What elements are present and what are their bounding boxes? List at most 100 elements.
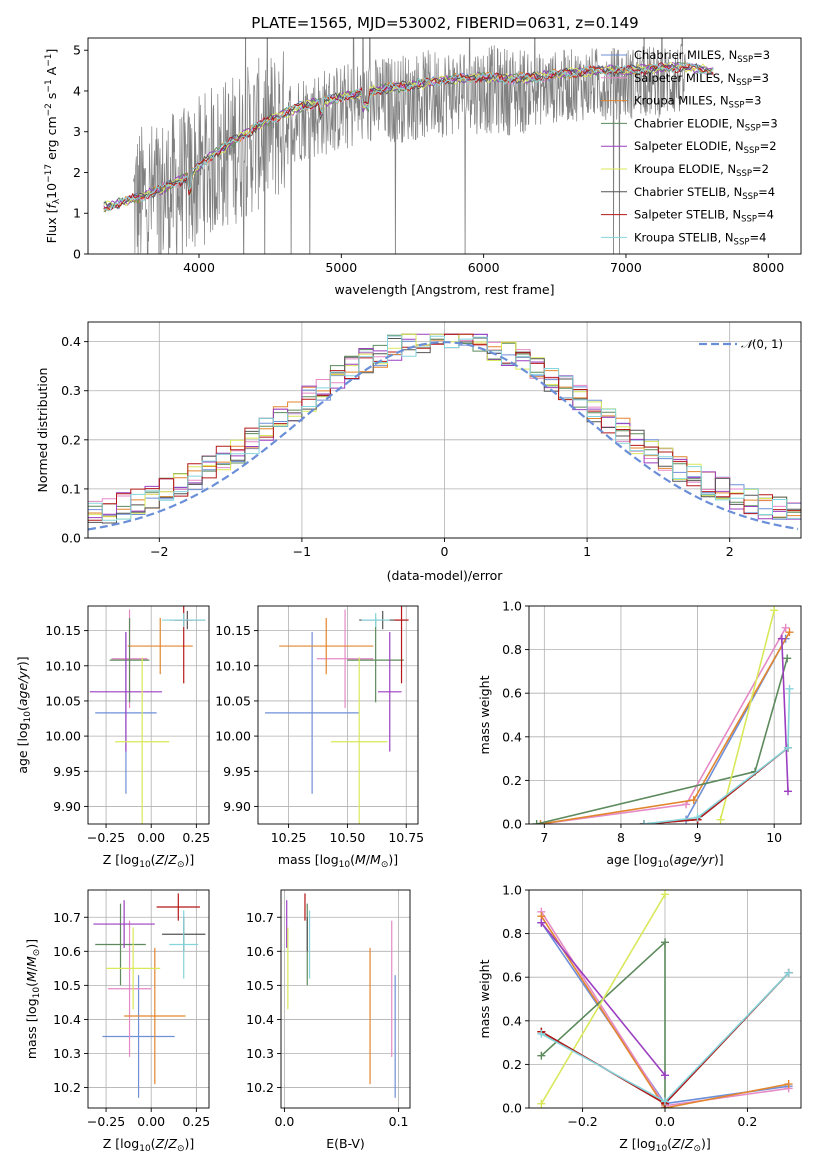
residuals-frame: −2 −1 0 1 2 0.0 0.1 0.2 0.3 0.4 bbox=[61, 321, 802, 559]
x-axis-label: mass [log10(M/M⊙)] bbox=[278, 852, 398, 870]
y-tick-label: 10.3 bbox=[53, 1046, 81, 1061]
x-tick-label: 8000 bbox=[752, 260, 784, 275]
y-tick-label: 0.4 bbox=[502, 1013, 522, 1028]
y-tick-label: 0.1 bbox=[61, 481, 81, 496]
y-tick-label: 0.0 bbox=[61, 531, 81, 546]
y-tick-label: 10.3 bbox=[246, 1046, 274, 1061]
y-tick-label: 1.0 bbox=[502, 883, 522, 898]
mass-weight-marker bbox=[661, 890, 669, 899]
massweight_vs_Z-plot-area bbox=[537, 890, 793, 1108]
age-vs-mass-labels: mass [log10(M/M⊙)] bbox=[278, 852, 398, 870]
massweight_vs_Z-frame: −0.2 0.0 0.2 0.0 0.2 0.4 0.6 0.8 1.0 bbox=[502, 883, 802, 1129]
x-tick-label: 9 bbox=[694, 830, 702, 845]
spectrum-title: PLATE=1565, MJD=53002, FIBERID=0631, z=0… bbox=[251, 14, 638, 32]
mass-weight-marker bbox=[784, 1080, 793, 1089]
legend-entry: Salpeter ELODIE, NSSP=2 bbox=[634, 139, 777, 156]
mass-weight-line bbox=[540, 915, 789, 1108]
y-tick-label: 10.05 bbox=[215, 693, 251, 708]
y-tick-label: 10.7 bbox=[246, 910, 274, 925]
legend-entry: Chabrier MILES, NSSP=3 bbox=[634, 48, 770, 65]
mass-weight-marker bbox=[785, 684, 794, 693]
x-axis-label: (data-model)/error bbox=[387, 568, 504, 583]
y-tick-label: 0.2 bbox=[61, 432, 81, 447]
x-tick-label: 8 bbox=[617, 830, 625, 845]
x-tick-label: 6000 bbox=[468, 260, 500, 275]
y-axis-label: age [log10(age/yr)] bbox=[15, 656, 33, 773]
y-tick-label: 3 bbox=[73, 124, 81, 139]
x-tick-label: 10.75 bbox=[388, 830, 424, 845]
axes-frame bbox=[257, 605, 419, 825]
mass-weight-marker bbox=[693, 813, 702, 822]
mass-weight-marker bbox=[783, 787, 792, 796]
mass-weight-marker bbox=[689, 796, 698, 805]
legend-entry: Salpeter STELIB, NSSP=4 bbox=[634, 208, 774, 225]
y-axis-label: Flux [fλ10−17 erg cm−2 s−1 A−1] bbox=[44, 49, 62, 244]
x-tick-label: 0.2 bbox=[737, 1114, 757, 1129]
y-tick-label: 0.2 bbox=[502, 1057, 522, 1072]
x-tick-label: −2 bbox=[150, 544, 168, 559]
y-tick-label: 10.4 bbox=[53, 1012, 81, 1027]
x-axis-label: Z [log10(Z/Z⊙)] bbox=[103, 1136, 195, 1154]
y-tick-label: 9.90 bbox=[53, 799, 81, 814]
mass-weight-marker bbox=[639, 820, 648, 824]
y-tick-label: 10.00 bbox=[45, 729, 81, 744]
mass-weight-marker bbox=[537, 1099, 546, 1108]
mass-weight-marker bbox=[537, 1051, 546, 1060]
legend-entry: 𝒩(0, 1) bbox=[741, 337, 783, 351]
spectrum-frame: 4000 5000 6000 7000 8000 0 1 2 3 4 5 bbox=[73, 37, 802, 275]
y-tick-label: 0.8 bbox=[502, 926, 522, 941]
x-axis-label: age [log10(age/yr)] bbox=[606, 852, 723, 870]
mass-weight-marker bbox=[784, 968, 793, 977]
mass_vs_EBV-frame: 0.0 0.1 10.2 10.3 10.4 10.5 10.6 10.7 bbox=[246, 889, 411, 1129]
x-tick-label: −0.2 bbox=[567, 1114, 597, 1129]
mass-weight-marker bbox=[537, 918, 546, 927]
axes-frame bbox=[528, 605, 802, 825]
age-vs-Z-labels: Z [log10(Z/Z⊙)] age [log10(age/yr)] bbox=[15, 656, 194, 870]
mass-weight-marker bbox=[785, 628, 794, 637]
y-axis-label: Normed distribution bbox=[35, 368, 50, 493]
model-spectrum-line bbox=[103, 62, 714, 210]
y-tick-label: 10.15 bbox=[45, 623, 81, 638]
observed-spectrum-line bbox=[133, 38, 686, 254]
age_vs_Z-plot-area bbox=[89, 606, 206, 824]
y-tick-label: 0.6 bbox=[502, 686, 522, 701]
x-tick-label: 0 bbox=[441, 544, 449, 559]
y-tick-label: 10.10 bbox=[45, 658, 81, 673]
mass_vs_Z-frame: −0.25 0.00 0.25 10.2 10.3 10.4 10.5 10.6 10.7 bbox=[53, 889, 210, 1129]
mass-weight-line bbox=[540, 893, 666, 1105]
x-tick-label: 2 bbox=[726, 544, 734, 559]
y-tick-label: 10.5 bbox=[53, 978, 81, 993]
legend-entry: Salpeter MILES, NSSP=3 bbox=[634, 71, 769, 88]
mass-weight-marker bbox=[661, 1097, 669, 1106]
x-tick-label: 0.0 bbox=[655, 1114, 675, 1129]
massweight-vs-age-labels: age [log10(age/yr)] mass weight bbox=[477, 675, 724, 870]
y-tick-label: 10.2 bbox=[246, 1080, 274, 1095]
y-tick-label: 0.0 bbox=[502, 1101, 522, 1116]
legend-entry: Kroupa MILES, NSSP=3 bbox=[634, 94, 761, 111]
legend-entry: Kroupa ELODIE, NSSP=2 bbox=[634, 162, 769, 179]
y-tick-label: 9.90 bbox=[223, 799, 251, 814]
mass-weight-marker bbox=[770, 606, 779, 615]
x-axis-label: Z [log10(Z/Z⊙)] bbox=[619, 1136, 711, 1154]
axes-frame bbox=[87, 889, 210, 1109]
mass-vs-EBV-labels: E(B-V) bbox=[326, 1136, 365, 1151]
y-tick-label: 10.15 bbox=[215, 623, 251, 638]
age_vs_mass-frame: 10.25 10.50 10.75 9.90 9.95 10.00 10.05 10.10 10… bbox=[215, 605, 424, 845]
mass-weight-marker bbox=[661, 1071, 669, 1080]
mass-weight-marker bbox=[537, 1029, 546, 1038]
mass-weight-marker bbox=[777, 634, 786, 643]
y-tick-label: 0.6 bbox=[502, 970, 522, 985]
y-tick-label: 1.0 bbox=[502, 599, 522, 614]
residuals-labels: (data-model)/error Normed distribution 𝒩(0… bbox=[35, 337, 783, 583]
mass_vs_EBV-plot-area bbox=[286, 893, 396, 1098]
x-tick-label: 1 bbox=[583, 544, 591, 559]
x-tick-label: 0.00 bbox=[137, 1114, 165, 1129]
axes-frame bbox=[87, 37, 802, 255]
y-axis-label: mass [log10(M/M⊙)] bbox=[24, 939, 42, 1059]
massweight_vs_age-frame: 7 8 9 10 0.0 0.2 0.4 0.6 0.8 1.0 bbox=[502, 599, 802, 845]
axes-frame bbox=[87, 605, 210, 825]
y-tick-label: 0.4 bbox=[61, 334, 81, 349]
x-tick-label: 10.50 bbox=[330, 830, 366, 845]
mass-weight-marker bbox=[532, 820, 541, 824]
mass_vs_EBV-axes bbox=[281, 890, 410, 1108]
